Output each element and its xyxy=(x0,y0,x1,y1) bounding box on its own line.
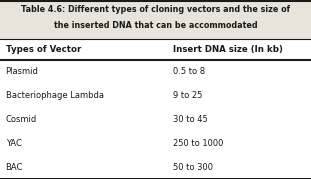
Text: Bacteriophage Lambda: Bacteriophage Lambda xyxy=(6,91,104,100)
Bar xyxy=(0,0,311,39)
Text: Table 4.6: Different types of cloning vectors and the size of: Table 4.6: Different types of cloning ve… xyxy=(21,5,290,14)
Text: Plasmid: Plasmid xyxy=(6,67,39,76)
Text: Cosmid: Cosmid xyxy=(6,115,37,124)
Text: 250 to 1000: 250 to 1000 xyxy=(173,139,223,148)
Text: BAC: BAC xyxy=(6,163,23,172)
Text: 0.5 to 8: 0.5 to 8 xyxy=(173,67,205,76)
Text: the inserted DNA that can be accommodated: the inserted DNA that can be accommodate… xyxy=(54,21,257,30)
Text: 30 to 45: 30 to 45 xyxy=(173,115,207,124)
Text: Insert DNA size (In kb): Insert DNA size (In kb) xyxy=(173,45,282,54)
Text: 50 to 300: 50 to 300 xyxy=(173,163,213,172)
Text: 9 to 25: 9 to 25 xyxy=(173,91,202,100)
Text: Types of Vector: Types of Vector xyxy=(6,45,81,54)
Text: YAC: YAC xyxy=(6,139,21,148)
